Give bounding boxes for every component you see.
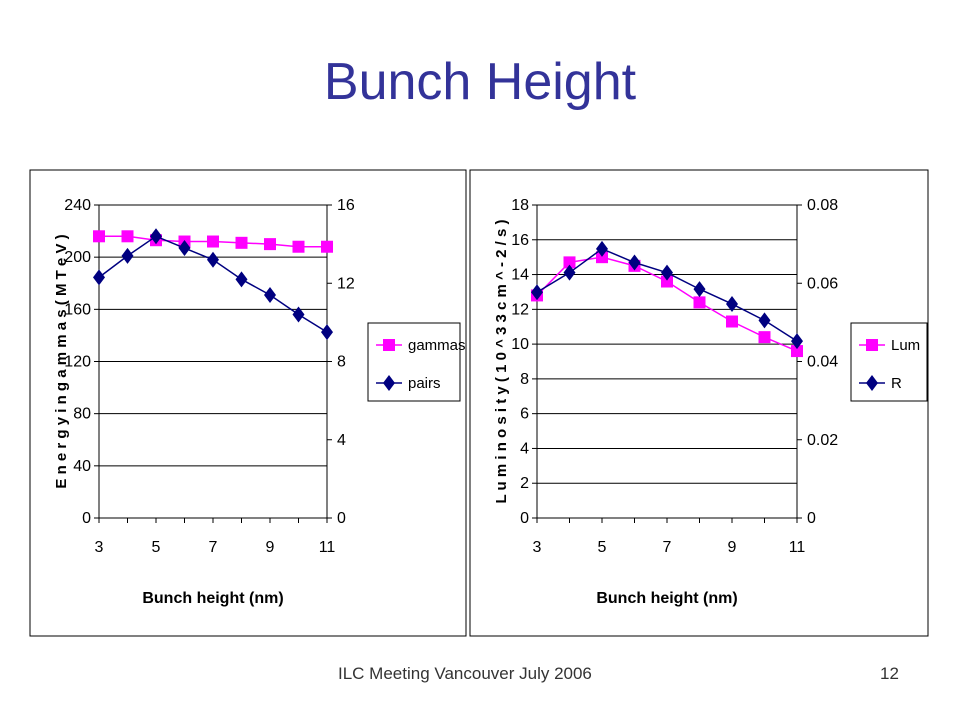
legend-label-R: R <box>891 375 902 392</box>
data-point-R <box>693 281 706 298</box>
x-tick-label: 11 <box>789 539 806 556</box>
data-point-pairs <box>150 228 162 245</box>
x-axis-label: Bunch height (nm) <box>596 590 737 607</box>
data-point-gammas <box>93 230 105 243</box>
y-tick-label: 240 <box>64 197 91 214</box>
chart-luminosity-vs-bunch-height: 0 2 4 6 8 10 12 14 16 18 0 0.02 0.04 0.06 0.08 3 5 7 9 11 Bu… <box>469 169 929 637</box>
data-point-R <box>758 312 771 329</box>
data-point-R <box>791 333 803 350</box>
y-tick-label: 18 <box>511 197 529 214</box>
legend-label-gammas: gammas <box>408 337 466 354</box>
y-axis-label: E n e r g y i n g a m m a s ( M T e V ) <box>53 234 70 488</box>
chart-frame <box>469 169 929 637</box>
data-point-gammas <box>235 236 248 249</box>
y2-tick-label: 16 <box>337 197 355 214</box>
x-tick-label: 5 <box>598 539 607 556</box>
data-point-R <box>628 254 641 271</box>
data-point-pairs <box>321 324 333 341</box>
y2-tick-label: 8 <box>337 354 346 371</box>
data-point-gammas <box>121 230 134 243</box>
legend-marker-Lum <box>866 339 878 351</box>
legend-box <box>850 322 928 402</box>
page-number: 12 <box>880 664 899 683</box>
x-tick-label: 9 <box>728 539 737 556</box>
y-tick-label: 4 <box>520 440 529 457</box>
y-tick-label: 40 <box>73 458 91 475</box>
y2-tick-label: 0 <box>807 510 816 527</box>
data-point-gammas <box>207 235 219 248</box>
y-tick-label: 6 <box>520 406 529 423</box>
data-point-gammas <box>264 238 276 251</box>
data-point-pairs <box>264 286 276 303</box>
y-tick-label: 16 <box>511 232 529 249</box>
legend-label-pairs: pairs <box>408 375 441 392</box>
data-point-Lum <box>661 275 673 288</box>
data-point-R <box>726 295 738 312</box>
y-tick-label: 14 <box>511 267 529 284</box>
data-point-R <box>596 240 608 257</box>
y2-tick-label: 0.02 <box>807 432 838 449</box>
data-point-Lum <box>791 345 803 358</box>
data-point-Lum <box>563 256 576 269</box>
y2-tick-label: 4 <box>337 432 346 449</box>
y-tick-label: 120 <box>64 354 91 371</box>
data-point-Lum <box>726 315 738 328</box>
y2-tick-label: 0.08 <box>807 197 838 214</box>
y-tick-label: 0 <box>82 510 91 527</box>
slide-title: Bunch Height <box>323 53 637 111</box>
y-tick-label: 2 <box>520 475 529 492</box>
chart-frame <box>29 169 467 637</box>
x-tick-label: 7 <box>209 539 218 556</box>
x-tick-label: 5 <box>152 539 161 556</box>
y-tick-label: 0 <box>520 510 529 527</box>
data-point-R <box>531 284 543 301</box>
data-point-Lum <box>596 251 608 264</box>
y-tick-label: 80 <box>73 406 91 423</box>
y-tick-label: 10 <box>511 336 529 353</box>
data-point-pairs <box>207 251 219 268</box>
data-point-pairs <box>292 306 305 323</box>
legend-box <box>367 322 461 402</box>
data-point-Lum <box>693 296 706 309</box>
y-tick-label: 200 <box>64 249 91 266</box>
y2-tick-label: 0.06 <box>807 275 838 292</box>
legend-marker-R <box>866 375 878 391</box>
legend-marker-gammas <box>383 339 395 351</box>
data-point-gammas <box>321 240 333 253</box>
x-tick-label: 7 <box>663 539 672 556</box>
data-point-pairs <box>93 269 105 286</box>
x-tick-label: 11 <box>319 539 336 556</box>
y-tick-label: 160 <box>64 301 91 318</box>
x-tick-label: 9 <box>266 539 275 556</box>
x-axis-label: Bunch height (nm) <box>142 590 283 607</box>
y2-tick-label: 0 <box>337 510 346 527</box>
footer-text: ILC Meeting Vancouver July 2006 <box>338 664 592 683</box>
data-point-R <box>661 264 673 281</box>
legend: Lum R <box>850 322 928 402</box>
data-point-R <box>563 264 576 281</box>
legend-label-Lum: Lum <box>891 337 920 354</box>
data-point-gammas <box>292 240 305 253</box>
data-point-pairs <box>121 247 134 264</box>
chart-energy-vs-bunch-height: 0 40 80 120 160 200 240 0 4 8 12 16 3 5 7 9 11 Bunch heig… <box>29 169 467 637</box>
y2-tick-label: 12 <box>337 275 355 292</box>
data-point-pairs <box>235 271 248 288</box>
data-point-pairs <box>178 240 191 257</box>
legend: gammas pairs <box>367 322 466 402</box>
x-tick-label: 3 <box>95 539 104 556</box>
legend-marker-pairs <box>383 375 395 391</box>
y-tick-label: 8 <box>520 371 529 388</box>
y-tick-label: 12 <box>511 301 529 318</box>
data-point-Lum <box>758 331 771 344</box>
y-axis-label: L u m i n o s i t y ( 1 0 ^ 3 3 c m ^ - … <box>493 220 510 504</box>
x-tick-label: 3 <box>533 539 542 556</box>
y2-tick-label: 0.04 <box>807 354 838 371</box>
